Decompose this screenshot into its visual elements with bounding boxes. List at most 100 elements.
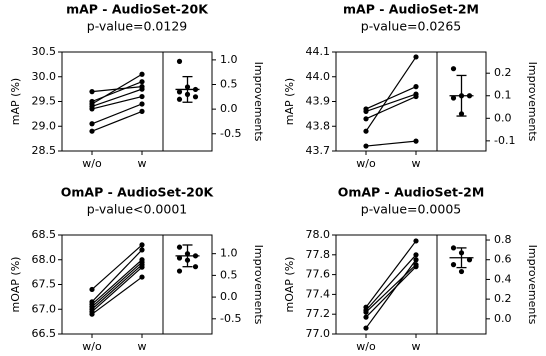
y-tick-label: 78.0 <box>306 228 331 241</box>
pair-dot <box>89 106 95 112</box>
x-tick-label: w/o <box>82 340 102 353</box>
pair-dot <box>363 128 369 134</box>
improvement-dot <box>466 257 473 263</box>
improvement-dot <box>176 255 183 261</box>
plot-frame <box>335 234 487 335</box>
pair-line <box>365 266 417 318</box>
y-tick-label: 43.8 <box>306 119 331 132</box>
improvement-dot <box>176 89 183 95</box>
pair-line <box>365 259 417 329</box>
pair-dot <box>413 54 419 60</box>
y2-axis-label: Improvements <box>526 245 539 325</box>
improvement-dot <box>450 262 457 268</box>
y2-tick-label: 0.4 <box>494 272 512 285</box>
plot-frame <box>61 51 213 152</box>
y-tick-label: 30.5 <box>32 45 57 58</box>
pair-line <box>365 86 417 110</box>
y-tick-label: 68.5 <box>32 228 57 241</box>
y2-axis-label: Improvements <box>252 62 265 142</box>
x-tick-label: w/o <box>356 157 376 170</box>
pair-dot <box>139 93 145 100</box>
pair-dot <box>413 93 419 100</box>
pair-dot <box>413 252 419 258</box>
y2-tick-label: 1.0 <box>220 53 238 66</box>
x-tick-label: w <box>138 157 147 170</box>
improvement-dot <box>450 66 457 72</box>
improvement-dot <box>176 244 183 250</box>
pair-line <box>91 88 143 108</box>
pair-line <box>91 249 143 303</box>
panel-title: mAP - AudioSet-2M <box>343 2 479 17</box>
pair-dot <box>89 311 95 317</box>
pair-line <box>365 93 417 112</box>
x-tick-label: w <box>412 157 421 170</box>
pair-dot <box>139 108 145 114</box>
y2-tick-label: 0.2 <box>494 292 512 305</box>
pair-line <box>91 95 143 110</box>
x-tick-label: w/o <box>82 157 102 170</box>
x-tick-label: w <box>138 340 147 353</box>
panel-subtitle: p-value<0.0001 <box>87 202 187 217</box>
pair-line <box>365 240 417 308</box>
pair-line <box>365 254 417 311</box>
y-tick-label: 44.1 <box>306 45 331 58</box>
pair-dot <box>89 121 95 127</box>
pair-dot <box>139 71 145 77</box>
y-tick-label: 43.9 <box>306 95 331 108</box>
y2-tick-label: 0.0 <box>220 102 238 115</box>
pair-dot <box>139 86 145 92</box>
x-tick-label: w/o <box>356 340 376 353</box>
pair-dot <box>89 89 95 95</box>
y2-tick-label: 0.5 <box>220 78 238 91</box>
y-tick-label: 66.5 <box>32 327 57 340</box>
pair-dot <box>363 325 369 331</box>
pair-dot <box>139 247 145 253</box>
y-tick-label: 28.5 <box>32 144 57 157</box>
pair-dot <box>139 264 145 270</box>
y-axis-label: mAP (%) <box>9 78 22 125</box>
pair-dot <box>413 238 419 244</box>
pair-line <box>365 96 417 120</box>
panel-subtitle: p-value=0.0005 <box>361 202 461 217</box>
panel-subtitle: p-value=0.0265 <box>361 19 461 34</box>
y2-tick-label: -0.1 <box>494 134 515 147</box>
y2-tick-label: 0.0 <box>220 290 238 303</box>
y-tick-label: 44.0 <box>306 70 331 83</box>
pair-dot <box>139 242 145 248</box>
y2-tick-label: 0.1 <box>494 89 512 102</box>
y2-tick-label: 0.0 <box>494 312 512 325</box>
pair-line <box>91 261 143 308</box>
pair-dot <box>89 128 95 134</box>
improvement-dot <box>176 96 183 102</box>
y-axis-label: mOAP (%) <box>9 257 22 313</box>
y2-tick-label: 0.0 <box>494 111 512 124</box>
panel-title: OmAP - AudioSet-20K <box>61 185 215 200</box>
pair-dot <box>139 274 145 280</box>
pair-dot <box>363 116 369 122</box>
y-tick-label: 68.0 <box>32 253 57 266</box>
y2-tick-label: -0.5 <box>220 127 241 140</box>
pair-dot <box>363 108 369 114</box>
y-tick-label: 77.8 <box>306 248 331 261</box>
pair-line <box>91 264 143 310</box>
y2-axis-label: Improvements <box>252 245 265 325</box>
y2-tick-label: -0.5 <box>220 312 241 325</box>
pair-line <box>91 244 143 290</box>
y-tick-label: 67.0 <box>32 302 57 315</box>
y-axis-label: mOAP (%) <box>283 257 296 313</box>
y2-tick-label: 0.2 <box>494 66 512 79</box>
improvement-dot <box>450 95 457 101</box>
improvement-dot <box>176 268 183 274</box>
pair-line <box>91 73 143 105</box>
pair-line <box>91 110 143 132</box>
y-tick-label: 77.0 <box>306 327 331 340</box>
improvement-dot <box>450 245 457 251</box>
pair-dot <box>139 101 145 107</box>
y2-tick-label: 0.6 <box>494 253 512 266</box>
y-tick-label: 43.7 <box>306 144 331 157</box>
y2-tick-label: 1.0 <box>220 247 238 260</box>
pair-dot <box>363 314 369 320</box>
pair-dot <box>363 309 369 315</box>
y2-tick-label: 0.5 <box>220 268 238 281</box>
panel-title: OmAP - AudioSet-2M <box>338 185 485 200</box>
